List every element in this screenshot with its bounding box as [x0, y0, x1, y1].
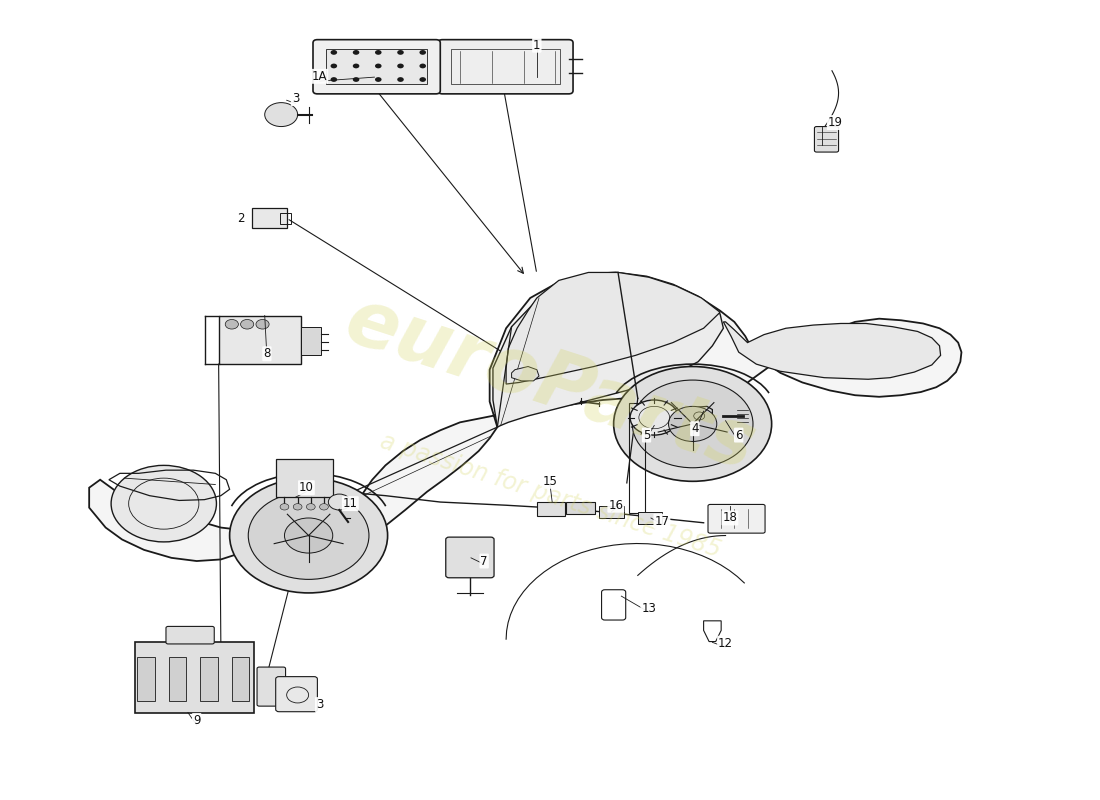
FancyBboxPatch shape — [537, 502, 565, 515]
Circle shape — [307, 504, 316, 510]
Text: 18: 18 — [723, 511, 737, 525]
Circle shape — [397, 77, 404, 82]
Circle shape — [397, 50, 404, 55]
Circle shape — [632, 380, 754, 468]
FancyBboxPatch shape — [200, 657, 218, 701]
FancyBboxPatch shape — [257, 667, 286, 706]
FancyBboxPatch shape — [232, 657, 250, 701]
Circle shape — [294, 504, 302, 510]
Text: 13: 13 — [641, 602, 657, 615]
FancyBboxPatch shape — [327, 50, 427, 84]
Text: 1A: 1A — [311, 70, 328, 83]
Circle shape — [265, 102, 298, 126]
Text: 4: 4 — [691, 422, 698, 435]
FancyBboxPatch shape — [138, 657, 155, 701]
Circle shape — [614, 366, 771, 482]
Circle shape — [331, 77, 337, 82]
Circle shape — [630, 400, 679, 435]
Circle shape — [280, 504, 289, 510]
Circle shape — [331, 63, 337, 68]
FancyBboxPatch shape — [438, 40, 573, 94]
FancyBboxPatch shape — [169, 657, 187, 701]
Circle shape — [353, 50, 360, 55]
Circle shape — [669, 406, 717, 442]
Text: 3: 3 — [292, 92, 299, 105]
Circle shape — [353, 63, 360, 68]
Text: 6: 6 — [735, 429, 743, 442]
Text: 3: 3 — [316, 698, 323, 711]
Text: 17: 17 — [654, 514, 670, 528]
Circle shape — [111, 466, 217, 542]
Text: 12: 12 — [718, 637, 733, 650]
Text: 11: 11 — [343, 497, 358, 510]
Circle shape — [226, 319, 239, 329]
Circle shape — [397, 63, 404, 68]
Circle shape — [375, 50, 382, 55]
Polygon shape — [493, 296, 724, 427]
FancyBboxPatch shape — [314, 40, 440, 94]
FancyBboxPatch shape — [301, 326, 321, 354]
FancyBboxPatch shape — [276, 459, 332, 498]
FancyBboxPatch shape — [600, 506, 624, 518]
Polygon shape — [506, 273, 720, 384]
Polygon shape — [89, 273, 961, 561]
Circle shape — [285, 518, 332, 553]
FancyBboxPatch shape — [446, 537, 494, 578]
Text: a passion for parts since 1985: a passion for parts since 1985 — [376, 429, 724, 562]
FancyBboxPatch shape — [708, 505, 766, 533]
Circle shape — [419, 63, 426, 68]
Text: 7: 7 — [481, 554, 488, 567]
FancyBboxPatch shape — [276, 677, 318, 712]
Circle shape — [256, 319, 270, 329]
Circle shape — [329, 494, 350, 510]
Text: 9: 9 — [192, 714, 200, 727]
Text: 19: 19 — [828, 116, 843, 129]
Circle shape — [375, 77, 382, 82]
Circle shape — [249, 492, 368, 579]
Circle shape — [353, 77, 360, 82]
Circle shape — [331, 50, 337, 55]
Circle shape — [419, 77, 426, 82]
FancyBboxPatch shape — [252, 208, 287, 228]
Circle shape — [375, 63, 382, 68]
FancyBboxPatch shape — [166, 626, 214, 644]
Polygon shape — [724, 322, 940, 379]
Text: 10: 10 — [299, 481, 314, 494]
Text: euroParts: euroParts — [336, 282, 764, 486]
Text: 8: 8 — [263, 347, 271, 360]
FancyBboxPatch shape — [219, 316, 301, 364]
Text: 16: 16 — [608, 498, 624, 512]
Circle shape — [241, 319, 254, 329]
Text: 5: 5 — [642, 429, 650, 442]
FancyBboxPatch shape — [566, 502, 595, 514]
FancyBboxPatch shape — [638, 513, 662, 524]
Circle shape — [320, 504, 329, 510]
Text: 1: 1 — [534, 38, 540, 52]
FancyBboxPatch shape — [135, 642, 254, 713]
Polygon shape — [512, 366, 539, 381]
FancyBboxPatch shape — [814, 126, 838, 152]
Text: 15: 15 — [542, 475, 558, 488]
Circle shape — [230, 478, 387, 593]
Circle shape — [419, 50, 426, 55]
Text: 2: 2 — [236, 212, 244, 225]
